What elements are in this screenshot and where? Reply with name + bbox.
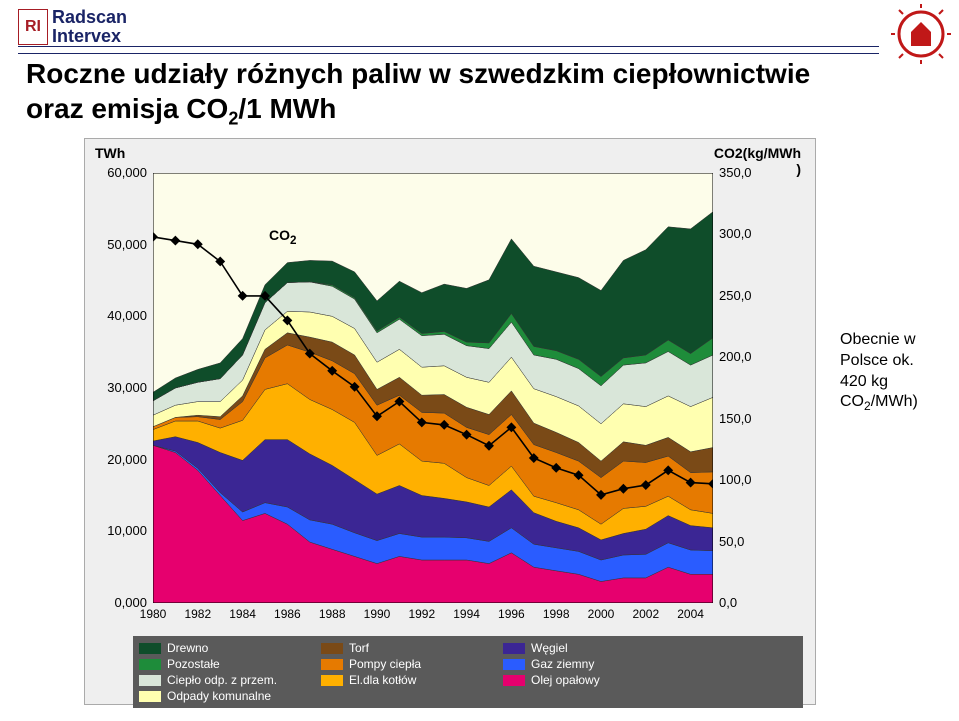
- ytick-right: 200,0: [719, 349, 779, 364]
- header-rule: [18, 46, 879, 54]
- xtick: 2002: [626, 607, 666, 621]
- ytick-left: 60,000: [87, 165, 147, 180]
- ytick-left: 10,000: [87, 523, 147, 538]
- legend-label: Olej opałowy: [531, 673, 600, 687]
- xtick: 1984: [223, 607, 263, 621]
- xtick: 1992: [402, 607, 442, 621]
- ytick-right: 0,0: [719, 595, 779, 610]
- logo-zpp-badge: [889, 2, 953, 71]
- legend-item: Pozostałe: [139, 657, 299, 671]
- side-note: Obecnie w Polsce ok. 420 kg CO2/MWh): [840, 330, 945, 415]
- legend-item: Ciepło odp. z przem.: [139, 673, 299, 687]
- legend-swatch: [139, 675, 161, 686]
- legend-item: Drewno: [139, 641, 299, 655]
- legend-label: Drewno: [167, 641, 208, 655]
- legend-item: Olej opałowy: [503, 673, 663, 687]
- legend-swatch: [139, 659, 161, 670]
- y-right-label-l2: ): [796, 161, 801, 177]
- ytick-left: 40,000: [87, 308, 147, 323]
- ytick-right: 250,0: [719, 288, 779, 303]
- xtick: 1998: [536, 607, 576, 621]
- legend-item: Torf: [321, 641, 481, 655]
- co2-series-label: CO2: [269, 227, 296, 247]
- co2-marker: [170, 236, 180, 246]
- ytick-right: 350,0: [719, 165, 779, 180]
- legend-swatch: [503, 659, 525, 670]
- stacked-area-svg: [153, 173, 713, 603]
- legend-label: Odpady komunalne: [167, 689, 271, 703]
- y-left-label: TWh: [95, 145, 125, 161]
- xtick: 1986: [267, 607, 307, 621]
- legend-label: Gaz ziemny: [531, 657, 594, 671]
- y-right-label-l1: CO2(kg/MWh: [714, 145, 801, 161]
- page-title: Roczne udziały różnych paliw w szwedzkim…: [26, 56, 859, 130]
- ytick-right: 150,0: [719, 411, 779, 426]
- xtick: 1994: [447, 607, 487, 621]
- xtick: 1990: [357, 607, 397, 621]
- legend-label: Ciepło odp. z przem.: [167, 673, 277, 687]
- legend-label: El.dla kotłów: [349, 673, 416, 687]
- legend-label: Pompy ciepła: [349, 657, 421, 671]
- ytick-right: 50,0: [719, 534, 779, 549]
- chart-container: TWh CO2(kg/MWh ) CO2 0,00010,00020,00030…: [84, 138, 816, 705]
- xtick: 1988: [312, 607, 352, 621]
- legend-item: El.dla kotłów: [321, 673, 481, 687]
- legend-item: Odpady komunalne: [139, 689, 299, 703]
- xtick: 2000: [581, 607, 621, 621]
- co2-marker: [153, 232, 158, 242]
- legend-swatch: [503, 643, 525, 654]
- plot-area: CO2: [153, 173, 713, 603]
- badge-icon: [889, 2, 953, 66]
- ytick-left: 20,000: [87, 452, 147, 467]
- legend-swatch: [321, 643, 343, 654]
- ytick-left: 30,000: [87, 380, 147, 395]
- legend-swatch: [139, 691, 161, 702]
- legend-label: Węgiel: [531, 641, 568, 655]
- logo-line-2: Intervex: [52, 27, 127, 46]
- chart-canvas: TWh CO2(kg/MWh ) CO2 0,00010,00020,00030…: [85, 139, 815, 704]
- legend-label: Torf: [349, 641, 369, 655]
- logo-ri-box: RI: [18, 9, 48, 45]
- ytick-right: 300,0: [719, 226, 779, 241]
- xtick: 1980: [133, 607, 173, 621]
- ytick-right: 100,0: [719, 472, 779, 487]
- side-note-line-1: Obecnie w Polsce ok.: [840, 331, 916, 369]
- legend-swatch: [321, 659, 343, 670]
- legend-swatch: [503, 675, 525, 686]
- legend-swatch: [139, 643, 161, 654]
- legend-swatch: [321, 675, 343, 686]
- legend-label: Pozostałe: [167, 657, 220, 671]
- legend-item: Węgiel: [503, 641, 663, 655]
- ytick-left: 50,000: [87, 237, 147, 252]
- chart-legend: Drewno Pozostałe Ciepło odp. z przem. Odpad…: [133, 636, 803, 708]
- logo-short: RI: [25, 18, 41, 36]
- logo-line-1: Radscan: [52, 8, 127, 27]
- xtick: 2004: [671, 607, 711, 621]
- legend-item: Pompy ciepła: [321, 657, 481, 671]
- xtick: 1996: [491, 607, 531, 621]
- xtick: 1982: [178, 607, 218, 621]
- legend-item: Gaz ziemny: [503, 657, 663, 671]
- logo-radscan-intervex: RI Radscan Intervex: [18, 8, 127, 46]
- co2-marker: [238, 291, 248, 301]
